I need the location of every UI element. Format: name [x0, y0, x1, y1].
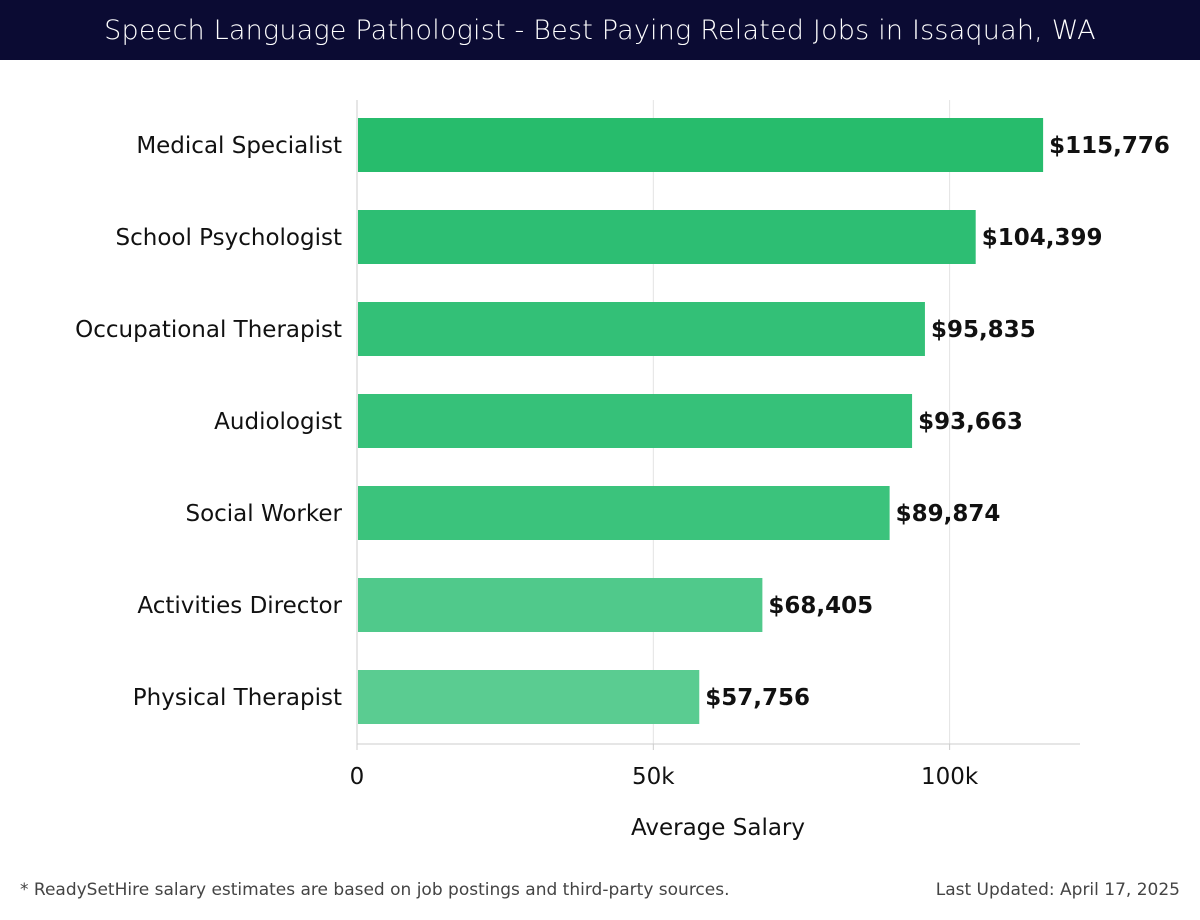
category-label: Occupational Therapist: [75, 317, 342, 343]
x-tick-label: 50k: [632, 764, 675, 790]
category-label: School Psychologist: [116, 225, 342, 251]
value-label: $68,405: [768, 593, 873, 619]
bar: [358, 578, 763, 632]
bar: [358, 302, 925, 356]
category-label: Physical Therapist: [133, 685, 342, 711]
bar-chart: $115,776 $104,399 $95,835 $93,663 $89,874 $68…: [75, 100, 1170, 841]
footer-note: * ReadySetHire salary estimates are base…: [20, 880, 730, 900]
x-axis-title: Average Salary: [631, 815, 805, 841]
axes: 0 50k 100k Medical Specialist School Psychol…: [75, 100, 1080, 790]
value-label: $104,399: [982, 225, 1103, 251]
bar: [358, 394, 913, 448]
value-label: $57,756: [705, 685, 810, 711]
bar: [358, 118, 1044, 172]
value-label: $93,663: [918, 409, 1023, 435]
category-label: Activities Director: [137, 593, 342, 619]
x-tick-label: 100k: [921, 764, 979, 790]
chart-title: Speech Language Pathologist - Best Payin…: [104, 14, 1096, 46]
x-tick-label: 0: [350, 764, 365, 790]
value-label: $95,835: [931, 317, 1036, 343]
bar: [358, 486, 890, 540]
bar: [358, 670, 700, 724]
category-label: Social Worker: [185, 501, 342, 527]
value-label: $89,874: [896, 501, 1001, 527]
bar: [358, 210, 976, 264]
value-label: $115,776: [1049, 133, 1170, 159]
last-updated: Last Updated: April 17, 2025: [935, 880, 1180, 900]
bars: $115,776 $104,399 $95,835 $93,663 $89,874 $68…: [358, 118, 1170, 724]
category-label: Audiologist: [214, 409, 342, 435]
title-bar: Speech Language Pathologist - Best Payin…: [0, 0, 1200, 60]
category-label: Medical Specialist: [136, 133, 342, 159]
